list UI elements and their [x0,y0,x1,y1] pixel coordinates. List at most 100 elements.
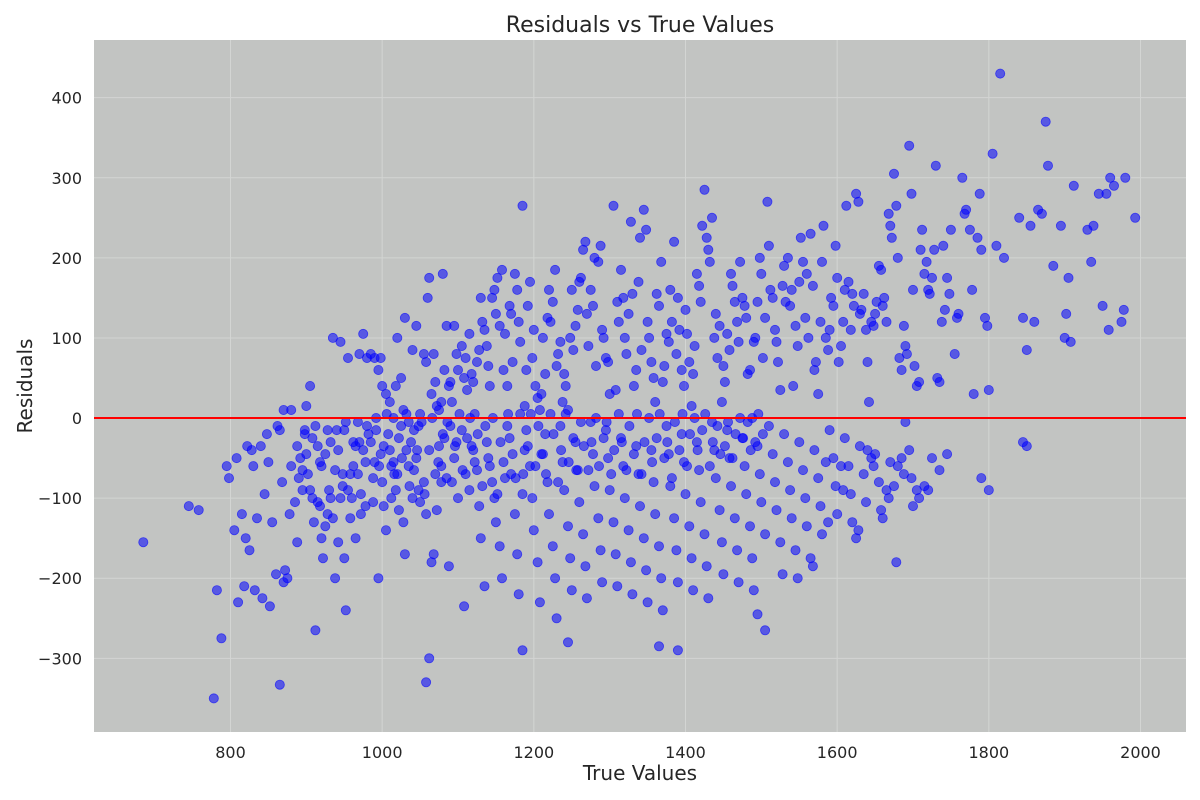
scatter-point [623,308,634,319]
scatter-point [665,481,676,492]
scatter-point [982,320,993,331]
scatter-point [604,485,615,496]
scatter-point [528,324,539,335]
scatter-point [358,328,369,339]
y-axis-label: Residuals [13,339,37,434]
scatter-point [891,200,902,211]
x-axis-label: True Values [582,761,697,785]
scatter-point [355,509,366,520]
scatter-point [654,300,665,311]
scatter-point [588,449,599,460]
scatter-point [807,561,818,572]
scatter-point [659,360,670,371]
scatter-point [807,280,818,291]
scatter-point [267,517,278,528]
scatter-point [533,420,544,431]
scatter-point [876,505,887,516]
scatter-point [798,465,809,476]
scatter-point [945,224,956,235]
scatter-point [904,445,915,456]
scatter-point [490,517,501,528]
scatter-point [704,256,715,267]
scatter-point [792,340,803,351]
scatter-point [701,232,712,243]
scatter-point [976,473,987,484]
scatter-point [390,380,401,391]
scatter-point [718,569,729,580]
scatter-point [474,501,485,512]
scatter-point [714,505,725,516]
scatter-point [274,679,285,690]
scatter-point [719,441,730,452]
scatter-point [1048,260,1059,271]
scatter-point [348,437,359,448]
scatter-point [953,308,964,319]
scatter-point [259,489,270,500]
scatter-point [924,288,935,299]
scatter-point [536,388,547,399]
scatter-point [679,380,690,391]
scatter-point [685,429,696,440]
scatter-point [547,541,558,552]
scatter-point [244,545,255,556]
scatter-point [495,437,506,448]
scatter-point [612,581,623,592]
scatter-point [509,509,520,520]
scatter-point [939,304,950,315]
scatter-point [452,364,463,375]
scatter-point [684,356,695,367]
scatter-point [671,348,682,359]
scatter-point [550,573,561,584]
scatter-point [368,473,379,484]
scatter-point [348,461,359,472]
scatter-point [305,380,316,391]
scatter-point [506,308,517,319]
scatter-point [914,376,925,387]
scatter-point [733,577,744,588]
scatter-point [574,497,585,508]
scatter-point [345,513,356,524]
scatter-point [484,461,495,472]
scatter-point [541,469,552,480]
scatter-point [418,477,429,488]
scatter-point [494,320,505,331]
scatter-point [325,437,336,448]
scatter-point [987,148,998,159]
scatter-point [437,268,448,279]
scatter-point [537,449,548,460]
scatter-point [193,505,204,516]
scatter-point [320,521,331,532]
y-tick-label: 100 [51,329,82,348]
scatter-point [286,461,297,472]
scatter-point [1014,212,1025,223]
scatter-point [284,509,295,520]
scatter-point [480,420,491,431]
scatter-point [648,477,659,488]
x-tick-label: 800 [215,743,246,762]
scatter-point [927,272,938,283]
x-tick-label: 1400 [665,743,706,762]
scatter-point [892,461,903,472]
scatter-point [606,469,617,480]
scatter-point [610,549,621,560]
scatter-point [923,485,934,496]
scatter-point [718,360,729,371]
scatter-point [544,284,555,295]
scatter-point [502,420,513,431]
scatter-point [944,288,955,299]
scatter-point [1109,180,1120,191]
scatter-point [680,489,691,500]
scatter-point [1116,316,1127,327]
scatter-point [462,384,473,395]
scatter-point [589,481,600,492]
scatter-point [820,332,831,343]
scatter-point [456,425,467,436]
scatter-point [603,356,614,367]
scatter-point [566,284,577,295]
scatter-point [760,312,771,323]
scatter-point [864,396,875,407]
x-tick-label: 1000 [362,743,403,762]
scatter-point [763,420,774,431]
scatter-point [873,477,884,488]
scatter-point [487,477,498,488]
